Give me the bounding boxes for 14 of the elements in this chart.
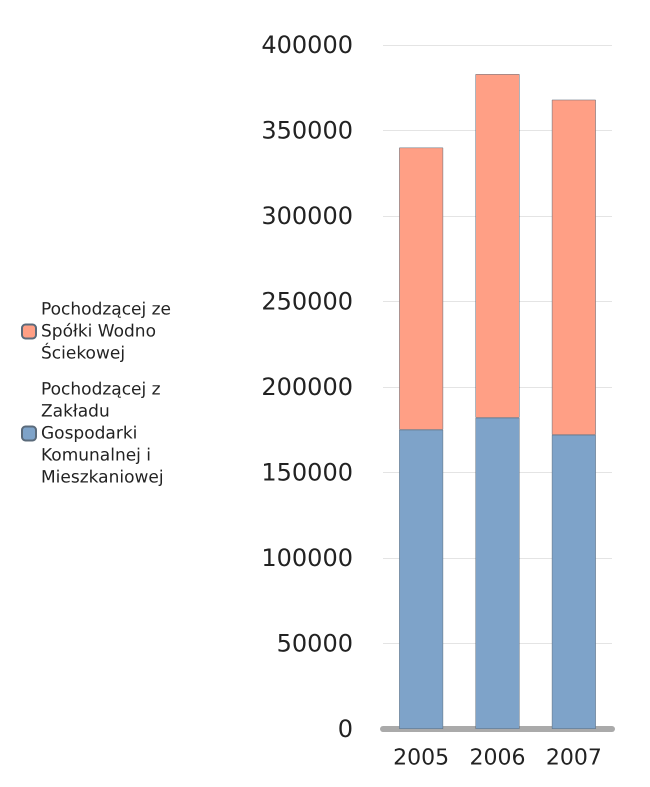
y-tick-label: 250000 bbox=[261, 288, 353, 316]
legend-label: Pochodzącej ze Spółki Wodno Ściekowej bbox=[41, 300, 176, 364]
x-tick-label: 2005 bbox=[393, 746, 450, 770]
y-tick-label: 50000 bbox=[276, 630, 353, 658]
y-tick-label: 400000 bbox=[261, 31, 353, 59]
y-tick-label: 200000 bbox=[261, 373, 353, 401]
y-tick-label: 0 bbox=[338, 715, 353, 743]
x-tick-label: 2006 bbox=[470, 746, 526, 770]
legend-label: Pochodzącej z Zakładu Gospodarki Komunalnej i Mieszkaniowej bbox=[41, 380, 166, 488]
y-tick-label: 150000 bbox=[261, 458, 353, 486]
x-tick-label: 2007 bbox=[546, 746, 602, 770]
y-tick-label: 350000 bbox=[261, 116, 353, 144]
y-tick-label: 100000 bbox=[261, 544, 353, 572]
y-tick-label: 300000 bbox=[261, 202, 353, 230]
